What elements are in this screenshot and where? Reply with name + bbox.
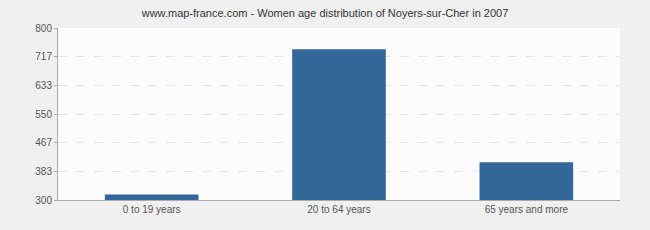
svg-text:0 to 19 years: 0 to 19 years bbox=[123, 204, 181, 215]
svg-text:300: 300 bbox=[35, 195, 52, 206]
svg-text:www.map-france.com - Women age: www.map-france.com - Women age distribut… bbox=[141, 7, 509, 19]
svg-text:20 to 64 years: 20 to 64 years bbox=[307, 204, 370, 215]
svg-text:717: 717 bbox=[35, 51, 52, 62]
svg-text:383: 383 bbox=[35, 166, 52, 177]
svg-text:633: 633 bbox=[35, 80, 52, 91]
svg-text:467: 467 bbox=[35, 137, 52, 148]
svg-text:550: 550 bbox=[35, 109, 52, 120]
svg-text:800: 800 bbox=[35, 23, 52, 34]
svg-text:65 years and more: 65 years and more bbox=[485, 204, 569, 215]
